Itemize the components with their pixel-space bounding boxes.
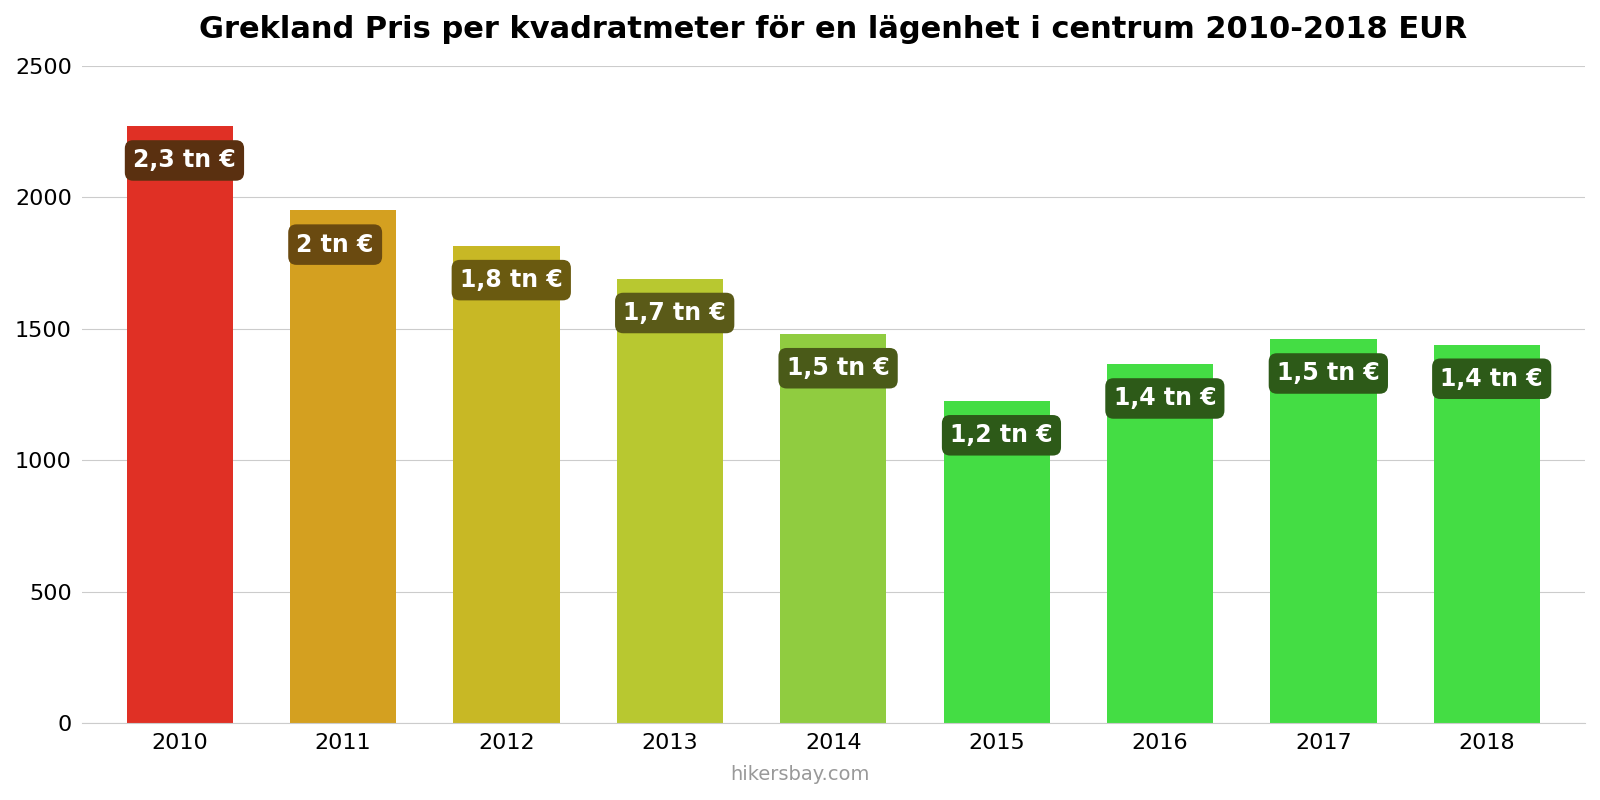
Text: 1,2 tn €: 1,2 tn € [950,423,1053,447]
Text: 1,5 tn €: 1,5 tn € [787,356,890,380]
Bar [944,401,1050,723]
Text: 1,4 tn €: 1,4 tn € [1114,386,1216,410]
Bar [126,126,232,723]
Title: Grekland Pris per kvadratmeter för en lägenhet i centrum 2010-2018 EUR: Grekland Pris per kvadratmeter för en lä… [198,15,1467,44]
Bar [781,334,886,723]
Bar [1107,364,1213,723]
Text: 1,8 tn €: 1,8 tn € [459,268,563,292]
Text: hikersbay.com: hikersbay.com [730,765,870,784]
Text: 2,3 tn €: 2,3 tn € [133,149,235,173]
Text: 1,4 tn €: 1,4 tn € [1440,366,1542,390]
Text: 1,5 tn €: 1,5 tn € [1277,362,1379,386]
Text: 1,7 tn €: 1,7 tn € [624,301,726,325]
Bar [1270,339,1376,723]
Bar [1434,345,1541,723]
Bar [290,210,397,723]
Bar [453,246,560,723]
Text: 2 tn €: 2 tn € [296,233,374,257]
Bar [616,279,723,723]
